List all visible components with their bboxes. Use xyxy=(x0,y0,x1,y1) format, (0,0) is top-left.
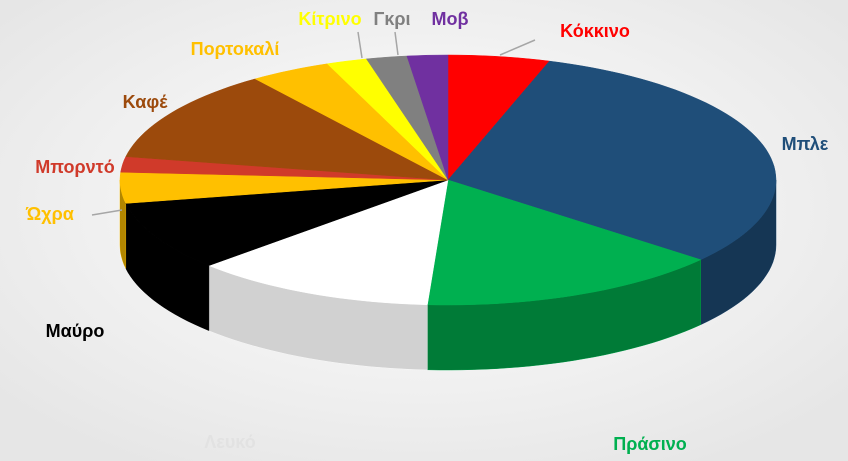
slice-label: Κόκκινο xyxy=(560,21,630,41)
slice-label: Γκρι xyxy=(374,9,411,29)
slice-label: Πορτοκαλί xyxy=(191,39,280,59)
slice-label: Λευκό xyxy=(204,432,255,452)
slice xyxy=(208,179,449,306)
slice-label: Ώχρα xyxy=(25,204,74,224)
leader-line xyxy=(91,209,123,216)
slice xyxy=(447,54,550,181)
labels: Κόκκινο Μπλε Πράσινο Λευκό Μαύρο Ώχρα Μπορντό Κ… xyxy=(25,9,829,454)
slice xyxy=(427,179,702,306)
leader-line xyxy=(357,31,363,59)
slice xyxy=(447,60,777,260)
slice xyxy=(125,78,449,181)
slice-side-shade xyxy=(120,180,126,269)
slice-side-shade xyxy=(125,203,209,331)
slice xyxy=(406,54,449,181)
leader-line xyxy=(499,39,536,56)
slice-label: Μπορντό xyxy=(35,157,114,177)
slice-side-shade xyxy=(700,180,776,325)
slice-label: Πράσινο xyxy=(613,434,687,454)
slice xyxy=(119,171,449,204)
slice-label: Μπλε xyxy=(782,134,829,154)
slice-side-shade xyxy=(427,259,701,370)
slice-label: Μαύρο xyxy=(46,321,105,341)
leader-line xyxy=(394,31,399,56)
slice-label: Καφέ xyxy=(123,92,169,112)
pie-tops xyxy=(119,54,777,306)
slice-side-shade xyxy=(208,265,428,370)
slice xyxy=(254,63,449,181)
slice-label: Κίτρινο xyxy=(298,9,361,29)
slice-label: Μοβ xyxy=(432,9,469,29)
pie-sides xyxy=(119,179,777,371)
slice xyxy=(125,179,449,266)
